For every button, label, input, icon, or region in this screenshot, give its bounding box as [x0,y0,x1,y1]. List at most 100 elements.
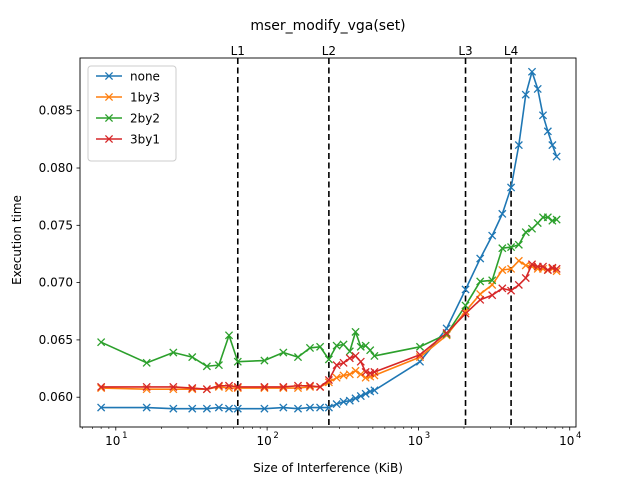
data-point-2by2 [345,347,354,356]
data-point-3by1 [279,382,288,391]
data-point-none [370,386,379,395]
x-tick-exponent: 2 [273,431,278,441]
data-point-2by2 [356,342,365,351]
data-point-2by2 [442,330,451,339]
data-point-2by2 [316,342,325,351]
data-point-3by1 [538,262,548,271]
data-point-none [279,403,288,412]
data-point-3by1 [260,382,269,391]
data-point-none [188,404,197,413]
x-axis-label: Size of Interference (KiB) [253,461,403,475]
data-point-2by2 [476,277,485,286]
data-point-1by3 [305,382,315,391]
data-point-none [476,254,485,263]
y-tick-label: 0.060 [39,390,73,404]
data-point-none [361,389,370,398]
data-point-3by1 [488,291,497,300]
y-tick-label: 0.080 [39,161,73,175]
x-tick-exponent: 1 [122,431,127,441]
legend-marker [104,92,114,102]
data-point-2by2 [415,342,425,351]
legend-entry-1by3: 1by3 [96,91,160,105]
data-point-3by1 [233,382,242,391]
data-point-2by2 [339,340,348,349]
data-point-3by1 [305,381,315,390]
legend: none 1by3 2by2 3by1 [87,65,177,162]
data-point-2by2 [293,353,303,362]
data-point-3by1 [332,361,341,370]
cache-line-label: L4 [504,44,518,58]
data-point-2by2 [514,240,523,249]
y-tick-label: 0.065 [39,333,73,347]
data-point-none [169,404,178,413]
data-point-none [538,111,548,120]
data-point-none [488,231,497,240]
data-point-none [324,403,333,412]
data-point-3by1 [552,264,561,273]
data-point-2by2 [552,215,561,224]
legend-label: none [130,70,160,84]
data-point-none [142,403,151,412]
data-point-none [527,67,537,76]
data-point-1by3 [507,264,516,273]
data-point-2by2 [260,356,269,365]
data-point-1by3 [332,373,341,382]
legend-label: 3by1 [130,133,160,147]
data-point-none [548,141,557,150]
data-point-2by2 [366,346,375,355]
data-point-none [345,396,354,405]
data-point-3by1 [293,381,303,390]
data-point-3by1 [498,284,507,293]
data-point-none [507,183,516,192]
legend-marker [104,71,114,81]
data-point-3by1 [142,382,151,391]
data-point-2by2 [188,353,197,362]
data-point-3by1 [345,354,354,363]
cache-line-label: L3 [458,44,472,58]
data-point-none [351,394,360,403]
data-point-none [332,400,341,409]
x-tick-exponent: 4 [576,431,581,441]
data-point-2by2 [214,361,223,370]
data-point-none [233,404,242,413]
data-point-2by2 [370,351,379,361]
data-point-3by1 [514,280,523,289]
y-tick-label: 0.070 [39,276,73,290]
x-tick-label: 10 [256,434,271,448]
data-point-3by1 [543,265,552,275]
data-point-2by2 [521,228,530,237]
legend-marker [104,113,114,123]
data-point-none [260,404,269,413]
data-point-1by3 [514,256,523,265]
data-point-none [224,404,234,413]
data-point-none [293,404,303,413]
data-point-3by1 [339,358,348,367]
data-point-1by3 [279,383,288,393]
data-point-1by3 [324,378,333,387]
data-point-2by2 [97,338,106,347]
data-point-2by2 [332,341,341,350]
cache-line-label: L1 [231,44,245,58]
data-point-3by1 [214,381,223,390]
data-point-1by3 [214,382,223,391]
legend-marker [104,134,114,144]
data-point-3by1 [356,357,365,366]
axes-frame [79,57,577,428]
data-point-1by3 [521,261,530,270]
data-point-1by3 [476,290,485,299]
data-point-none [514,141,523,150]
data-point-3by1 [169,382,178,391]
legend-entry-3by1: 3by1 [96,133,160,147]
data-point-none [543,127,552,136]
data-point-3by1 [370,367,379,377]
data-point-3by1 [316,382,325,391]
data-point-1by3 [97,383,106,393]
chart-title: mser_modify_vga(set) [250,18,405,34]
data-point-none [316,403,325,412]
data-point-3by1 [224,381,234,390]
data-point-2by2 [142,358,151,367]
cache-line-label: L2 [322,44,336,58]
x-tick-label: 10 [105,434,120,448]
data-point-3by1 [415,350,425,359]
